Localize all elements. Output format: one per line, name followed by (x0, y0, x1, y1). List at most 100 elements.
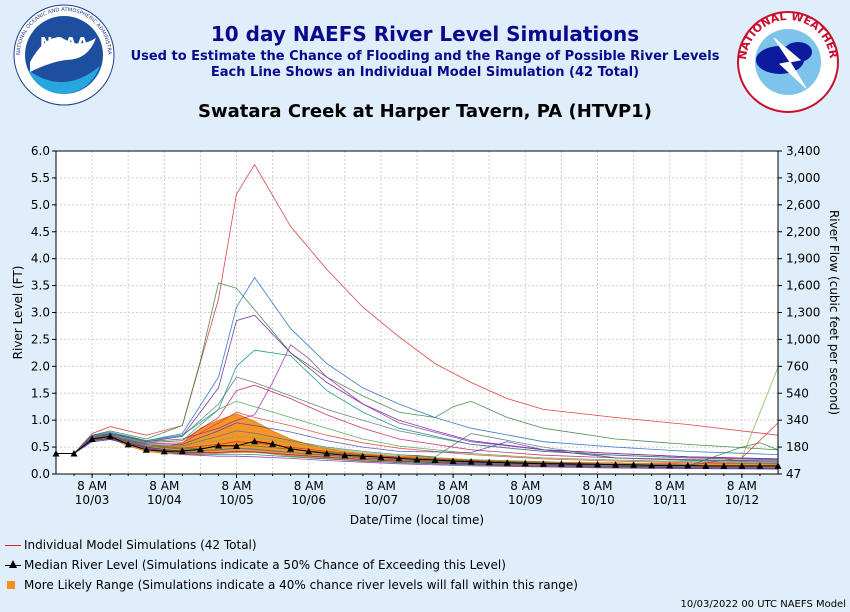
y2-tick-label: 1,000 (786, 332, 820, 346)
median-point (684, 461, 692, 469)
simulation-line (56, 282, 779, 454)
x-tick-time-label: 8 AM (655, 479, 685, 493)
y2-tick-label: 3,000 (786, 171, 820, 185)
y-axis-label: River Level (FT) (11, 266, 25, 360)
legend-label-range: More Likely Range (Simulations indicate … (24, 578, 578, 592)
y2-tick-label: 180 (786, 440, 809, 454)
median-point (323, 450, 331, 457)
median-point (106, 432, 114, 440)
median-point (305, 447, 313, 455)
y-tick-label: 4.5 (31, 225, 50, 239)
median-point (359, 452, 367, 460)
x-tick-date-label: 10/11 (652, 493, 687, 507)
y-tick-label: 4.0 (31, 252, 50, 266)
y2-tick-label: 2,600 (786, 198, 820, 212)
median-point (287, 445, 295, 452)
median-point (503, 459, 511, 466)
y-tick-label: 5.0 (31, 198, 50, 212)
y-tick-label: 5.5 (31, 171, 50, 185)
median-point (341, 451, 349, 459)
simulation-line (56, 276, 779, 455)
x-tick-time-label: 8 AM (149, 479, 179, 493)
orange-square-icon (4, 579, 22, 591)
median-point (251, 437, 259, 445)
x-tick-time-label: 8 AM (727, 479, 757, 493)
x-tick-date-label: 10/04 (147, 493, 182, 507)
y-tick-label: 1.5 (31, 386, 50, 400)
median-point (196, 445, 204, 453)
y-tick-label: 2.0 (31, 359, 50, 373)
x-tick-time-label: 8 AM (221, 479, 251, 493)
simulation-line (56, 376, 779, 461)
y2-axis-label: River Flow (cubic feet per second) (827, 210, 841, 415)
x-tick-time-label: 8 AM (294, 479, 324, 493)
simulation-line (56, 439, 779, 470)
x-tick-time-label: 8 AM (510, 479, 540, 493)
x-tick-date-label: 10/10 (580, 493, 615, 507)
median-point (449, 457, 457, 465)
y2-tick-label: 1,900 (786, 252, 820, 266)
y-tick-label: 3.5 (31, 279, 50, 293)
chart-title: 10 day NAEFS River Level Simulations (210, 22, 640, 46)
median-point (142, 446, 150, 453)
x-tick-time-label: 8 AM (366, 479, 396, 493)
legend-item-individual: Individual Model Simulations (42 Total) (4, 538, 257, 552)
x-tick-date-label: 10/08 (436, 493, 471, 507)
median-point (612, 461, 620, 468)
x-tick-time-label: 8 AM (582, 479, 612, 493)
median-point (377, 453, 385, 461)
noaa-logo-text: NOAA (40, 34, 89, 52)
median-point (485, 458, 493, 466)
model-run-footer: 10/03/2022 00 UTC NAEFS Model (680, 599, 847, 610)
median-point (594, 460, 601, 468)
legend-item-range: More Likely Range (Simulations indicate … (4, 578, 578, 592)
simulation-line (56, 400, 779, 464)
triangle-line-icon (4, 559, 22, 571)
median-point (666, 461, 674, 469)
y2-tick-label: 3,400 (786, 144, 820, 158)
station-name: Swatara Creek at Harper Tavern, PA (HTVP… (198, 101, 652, 122)
median-point (395, 454, 403, 462)
legend-label-median: Median River Level (Simulations indicate… (24, 558, 506, 572)
y-tick-label: 0.5 (31, 440, 50, 454)
y2-tick-label: 760 (786, 359, 809, 373)
simulation-line (56, 163, 779, 454)
y-tick-label: 0.0 (31, 467, 50, 481)
median-point (124, 440, 132, 448)
median-point (738, 462, 746, 469)
median-point (215, 442, 222, 449)
x-tick-date-label: 10/06 (291, 493, 326, 507)
y-tick-label: 2.5 (31, 332, 50, 346)
y2-tick-label: 1,600 (786, 279, 820, 293)
x-tick-date-label: 10/07 (364, 493, 399, 507)
y2-tick-label: 47 (786, 467, 801, 481)
simulation-line (56, 344, 779, 460)
x-axis-label: Date/Time (local time) (350, 513, 484, 527)
y-tick-label: 6.0 (31, 144, 50, 158)
chart-subtitle-2: Each Line Shows an Individual Model Simu… (210, 65, 640, 80)
median-point (575, 460, 583, 468)
median-point (178, 447, 186, 454)
y2-tick-label: 2,200 (786, 225, 820, 239)
median-point (648, 461, 656, 469)
legend-label-individual: Individual Model Simulations (42 Total) (24, 538, 257, 552)
median-point (539, 460, 547, 467)
x-tick-time-label: 8 AM (438, 479, 468, 493)
x-tick-date-label: 10/09 (508, 493, 543, 507)
y2-tick-label: 340 (786, 413, 809, 427)
median-point (431, 456, 439, 463)
red-line-icon (4, 539, 22, 551)
median-point (233, 442, 240, 449)
median-point (702, 462, 710, 469)
chart-subtitle-1: Used to Estimate the Chance of Flooding … (130, 49, 720, 64)
plot-area: 0.0 0.5 1.0 1.5 2.0 2.5 3.0 3.5 4.0 4.5 5.0 5.5 6.0 4… (11, 144, 841, 527)
median-point (70, 450, 78, 457)
y-tick-label: 3.0 (31, 306, 50, 320)
median-point (467, 458, 475, 465)
median-point (630, 461, 638, 468)
median-point (521, 459, 529, 467)
y-tick-label: 1.0 (31, 413, 50, 427)
median-point (756, 462, 764, 469)
